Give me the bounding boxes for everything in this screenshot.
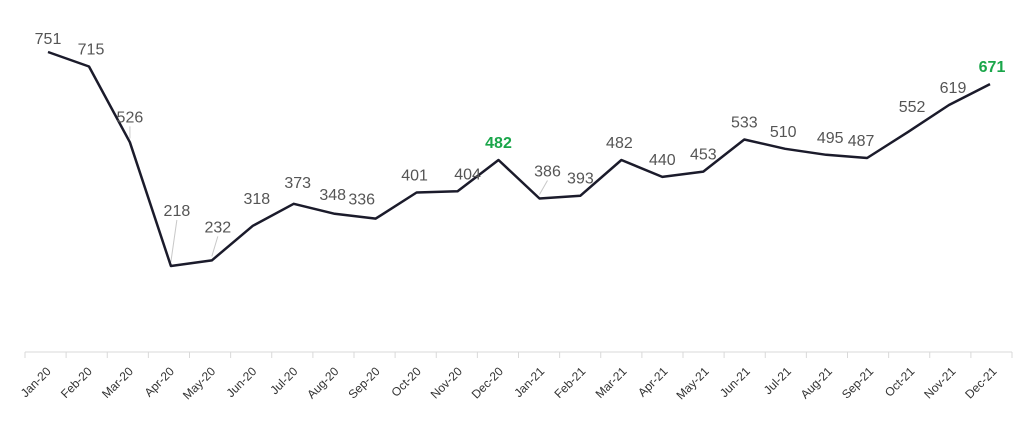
data-label: 440	[649, 152, 676, 169]
x-tick-label: May-21	[674, 364, 712, 402]
x-tick-label: Jan-20	[18, 364, 54, 400]
x-tick-label: Feb-20	[58, 364, 95, 401]
series-line	[47, 50, 991, 268]
data-label: 495	[817, 130, 844, 147]
x-tick-label: Dec-21	[962, 364, 999, 401]
x-tick-labels: Jan-20 Feb-20 Mar-20 Apr-20 May-20 Jun-20 Jul-…	[18, 364, 1000, 402]
x-tick-label: Oct-21	[882, 364, 918, 400]
x-tick-label: Jul-21	[761, 364, 794, 397]
x-tick-label: Aug-20	[304, 364, 341, 401]
leader-line	[211, 236, 219, 257]
x-tick-label: Jul-20	[267, 364, 300, 397]
data-label: 218	[164, 203, 191, 220]
x-tick-label: Sep-21	[839, 364, 876, 401]
data-label: 393	[567, 171, 594, 188]
data-label: 751	[35, 31, 62, 48]
data-label: 510	[770, 124, 797, 141]
x-tick-label: Jun-20	[223, 364, 259, 400]
data-label: 453	[690, 147, 717, 164]
x-tick-label: Jun-21	[717, 364, 753, 400]
x-tick-label: Dec-20	[469, 364, 506, 401]
leader-lines	[129, 126, 548, 263]
data-label: 552	[899, 99, 926, 116]
x-tick-label: Aug-21	[798, 364, 835, 401]
data-label: 526	[117, 109, 144, 126]
data-label: 401	[401, 168, 428, 185]
data-label: 533	[731, 115, 758, 132]
data-label: 386	[534, 164, 561, 181]
x-tick-label: Feb-21	[552, 364, 589, 401]
data-label: 482	[485, 135, 512, 152]
x-tick-label: Mar-20	[99, 364, 136, 401]
leader-line	[170, 219, 178, 263]
leader-line	[539, 180, 548, 195]
data-label: 232	[204, 219, 231, 236]
data-label: 715	[78, 42, 105, 59]
data-label: 487	[848, 133, 875, 150]
x-tick-label: Apr-20	[142, 364, 178, 400]
x-axis-ticks	[24, 352, 1013, 358]
x-tick-label: May-20	[180, 364, 218, 402]
x-tick-label: Mar-21	[593, 364, 630, 401]
x-tick-label: Nov-21	[921, 364, 958, 401]
x-tick-label: Oct-20	[388, 364, 424, 400]
data-label: 373	[284, 175, 311, 192]
x-tick-label: Nov-20	[428, 364, 465, 401]
data-label: 482	[606, 135, 633, 152]
x-tick-label: Jan-21	[511, 364, 547, 400]
data-label: 336	[348, 192, 375, 209]
x-tick-label: Apr-21	[635, 364, 671, 400]
x-tick-label: Sep-20	[345, 364, 382, 401]
data-label: 404	[454, 166, 481, 183]
data-label: 318	[243, 191, 270, 208]
data-label: 619	[940, 80, 967, 97]
data-label: 671	[979, 59, 1006, 76]
data-label: 348	[319, 187, 346, 204]
